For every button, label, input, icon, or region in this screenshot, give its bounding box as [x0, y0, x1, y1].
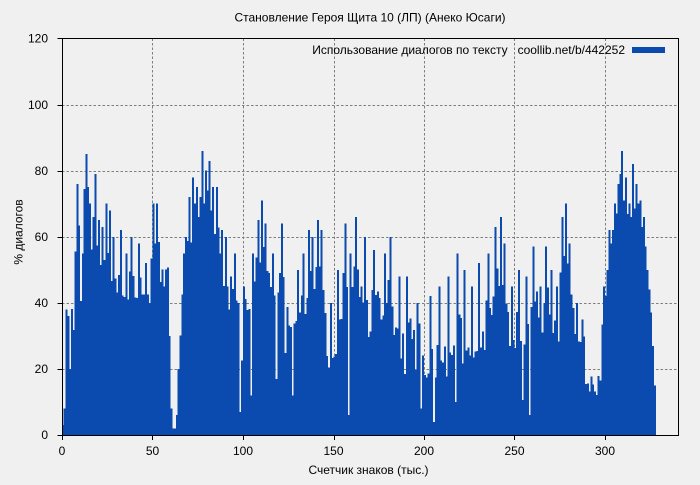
svg-text:200: 200 [414, 444, 434, 458]
svg-text:0: 0 [41, 428, 48, 442]
svg-text:% диалогов: % диалогов [12, 199, 26, 264]
svg-text:50: 50 [146, 444, 160, 458]
svg-text:40: 40 [35, 296, 49, 310]
svg-text:120: 120 [28, 32, 48, 46]
svg-text:300: 300 [595, 444, 615, 458]
svg-text:Счетчик знаков (тыс.): Счетчик знаков (тыс.) [308, 463, 428, 477]
svg-text:Становление Героя Щита 10 (ЛП): Становление Героя Щита 10 (ЛП) (Анеко Юс… [234, 11, 505, 25]
svg-text:100: 100 [233, 444, 253, 458]
svg-text:Использование диалогов по текс: Использование диалогов по тексту coollib… [312, 43, 625, 57]
svg-text:0: 0 [59, 444, 66, 458]
svg-text:100: 100 [28, 98, 48, 112]
svg-text:250: 250 [504, 444, 524, 458]
svg-text:20: 20 [35, 362, 49, 376]
svg-text:60: 60 [35, 230, 49, 244]
svg-text:150: 150 [323, 444, 343, 458]
svg-text:80: 80 [35, 164, 49, 178]
